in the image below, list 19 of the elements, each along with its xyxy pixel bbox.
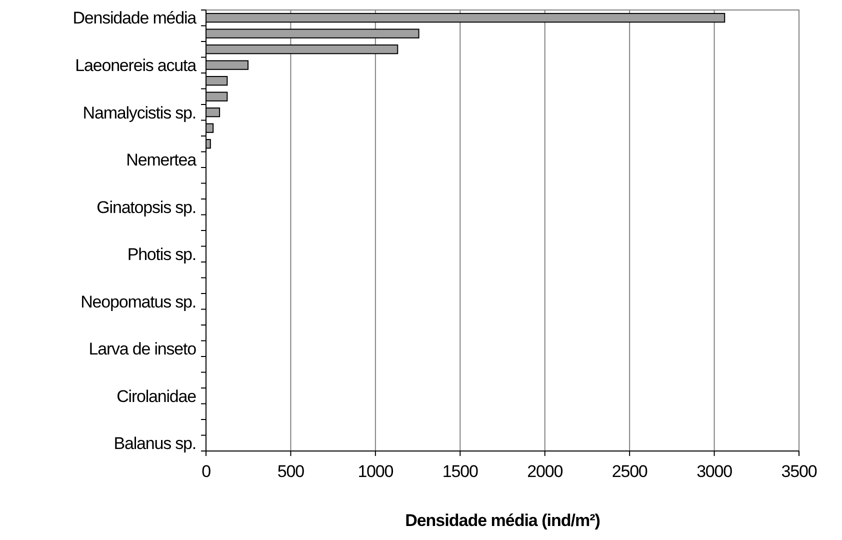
y-tick-label: Namalycistis sp. [82,103,196,122]
x-tick-label: 3000 [696,462,732,481]
y-tick-label: Neopomatus sp. [80,292,196,312]
y-tick-label: Nemertea [126,150,198,170]
x-tick-label: 500 [277,462,304,481]
x-tick-label: 1000 [358,462,394,481]
y-tick-label: Photis sp. [127,245,196,264]
x-tick-label: 0 [202,462,211,481]
y-tick-label: Balanus sp. [114,434,196,454]
y-tick-label: Densidade média [72,8,198,28]
x-tick-label: 2500 [612,462,648,481]
x-tick-label: 3500 [781,462,817,481]
x-tick-label: 1500 [442,462,478,481]
y-tick-label: Laeonereis acuta [75,56,198,76]
y-tick-label: Cirolanidae [116,386,196,406]
x-tick-label: 2000 [527,462,563,481]
y-tick-label: Larva de inseto [88,340,196,359]
y-tick-label: Ginatopsis sp. [96,198,196,217]
x-axis-title: Densidade média (ind/m²) [405,511,600,530]
